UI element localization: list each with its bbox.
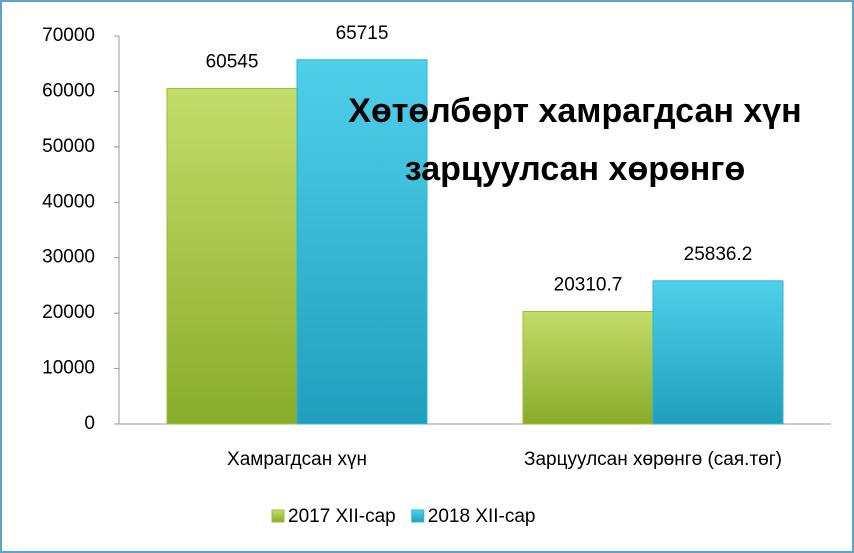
y-tick-label: 60000: [42, 80, 95, 101]
chart-title: Хөтөлбөрт хамрагдсан хүн зарцуулсан хөрө…: [348, 92, 802, 188]
y-tick-label: 70000: [42, 25, 95, 46]
y-tick-label: 50000: [42, 136, 95, 157]
y-tick-label: 40000: [42, 191, 95, 212]
bar: [652, 280, 784, 425]
bar: [522, 310, 654, 425]
legend-label: 2018 XII-сар: [428, 506, 536, 527]
legend-marker: [271, 509, 285, 523]
legend-label: 2017 XII-сар: [288, 506, 396, 527]
bar: [166, 87, 298, 425]
data-label: 25836.2: [684, 244, 753, 265]
data-label: 65715: [336, 23, 389, 44]
data-label: 60545: [206, 51, 259, 72]
legend-marker: [411, 509, 425, 523]
y-tick-label: 30000: [42, 247, 95, 268]
data-label: 20310.7: [554, 274, 623, 295]
y-tick-label: 10000: [42, 358, 95, 379]
bar: [296, 59, 428, 425]
y-tick-label: 0: [84, 413, 95, 434]
x-tick-label: Зарцуулсан хөрөнгө (сая.төг): [524, 449, 782, 470]
x-tick-label: Хамрагдсан хүн: [227, 449, 367, 470]
y-tick-label: 20000: [42, 302, 95, 323]
